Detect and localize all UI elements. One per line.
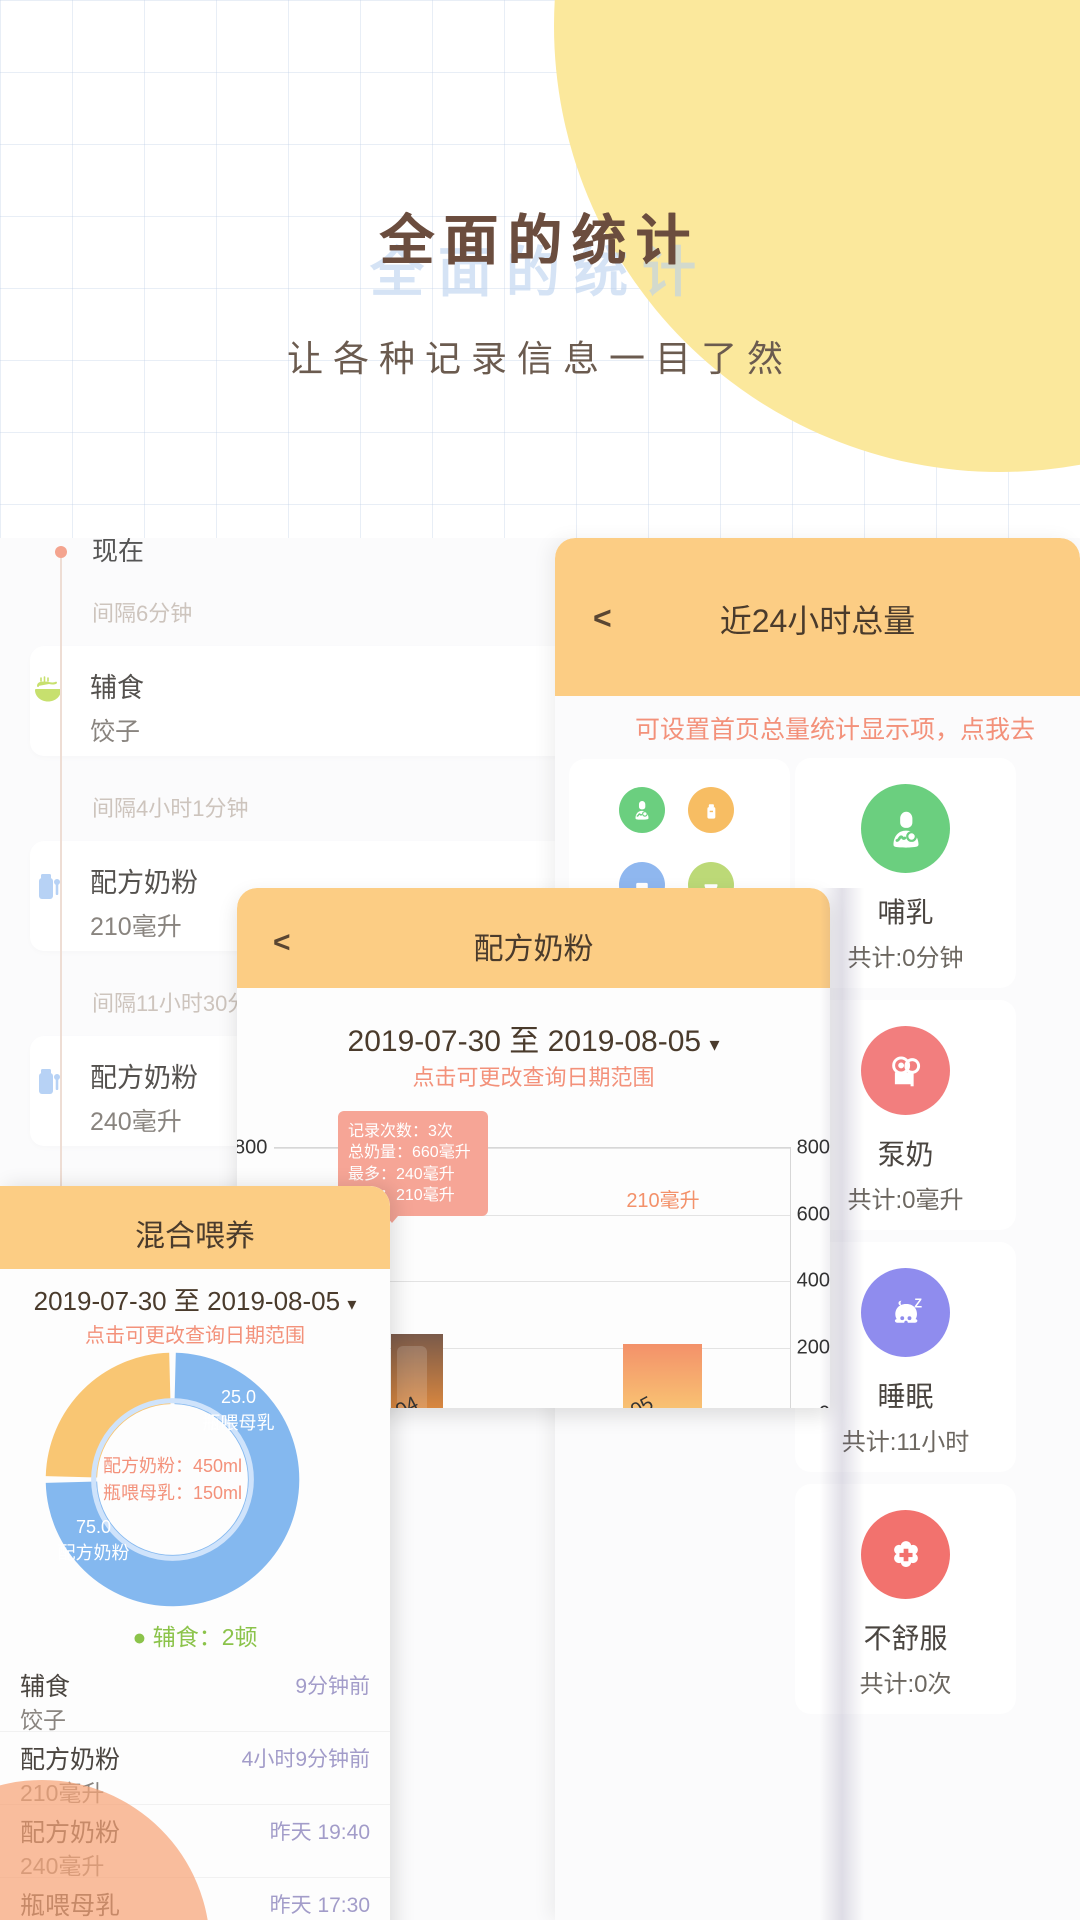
svg-text:Z: Z <box>914 1296 922 1310</box>
